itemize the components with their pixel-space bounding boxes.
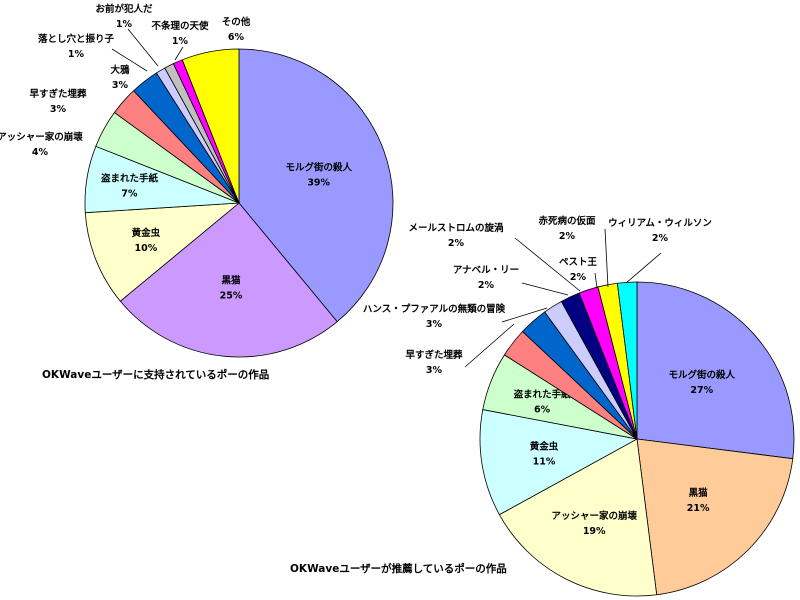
slice-percent-label: 19%	[583, 526, 606, 537]
slice-percent-label: 21%	[687, 503, 710, 514]
pie-slice	[238, 48, 394, 323]
slice-label: モルグ街の殺人	[669, 369, 736, 381]
slice-percent-label: 7%	[121, 189, 138, 200]
slice-label: メールストロムの旋渦	[408, 222, 504, 234]
recommended-works-title: OKWaveユーザーが推薦しているポーの作品	[290, 562, 507, 575]
slice-label: アナベル・リー	[453, 265, 519, 276]
pie-slice	[636, 438, 794, 596]
pie-slice	[498, 438, 658, 597]
slice-percent-label: 3%	[426, 365, 443, 376]
slice-label: 黄金虫	[132, 227, 161, 239]
slice-percent-label: 6%	[228, 32, 245, 43]
leader-line	[464, 323, 515, 368]
pie-slice	[119, 202, 338, 358]
slice-percent-label: 6%	[534, 404, 551, 415]
slice-percent-label: 3%	[426, 319, 443, 330]
pie-slice	[181, 48, 240, 204]
leader-line	[514, 237, 581, 292]
leader-line	[127, 28, 159, 67]
slice-label: 赤死病の仮面	[538, 215, 596, 227]
slice-percent-label: 2%	[570, 272, 587, 283]
slice-label: 黒猫	[221, 274, 241, 286]
slice-label: 黄金虫	[530, 441, 559, 453]
slice-percent-label: 1%	[172, 36, 189, 47]
slice-label: モルグ街の殺人	[285, 161, 352, 173]
slice-label: ペスト王	[559, 257, 598, 268]
leader-line	[625, 252, 662, 284]
slice-label: 早すぎた埋葬	[405, 349, 463, 361]
slice-percent-label: 10%	[135, 243, 158, 254]
pie-slice	[84, 202, 241, 302]
slice-label: お前が犯人だ	[95, 3, 153, 15]
slice-percent-label: 1%	[116, 19, 133, 30]
slice-percent-label: 25%	[220, 290, 243, 301]
pie-slice	[479, 409, 639, 516]
leader-line	[604, 228, 609, 288]
slice-percent-label: 4%	[32, 147, 49, 158]
slice-label: アッシャー家の崩壊	[0, 131, 83, 143]
leader-line	[594, 272, 598, 289]
supported-works-title: OKWaveユーザーに支持されているポーの作品	[42, 368, 269, 381]
slice-percent-label: 3%	[50, 104, 67, 115]
slice-percent-label: 2%	[478, 280, 495, 291]
slice-label: 盗まれた手紙	[514, 388, 572, 400]
slice-label: 早すぎた埋葬	[29, 88, 87, 100]
pie-slice	[636, 281, 795, 460]
leader-line	[501, 307, 548, 323]
slice-label: その他	[222, 16, 251, 28]
supported-works-pie: モルグ街の殺人 39% 黒猫 25% 黄金虫 10% 盗まれた手紙 7% アッシャー家の崩壊 4%…	[0, 3, 394, 358]
leader-line	[111, 48, 148, 72]
recommended-works-pie: モルグ街の殺人 27% 黒猫 21% アッシャー家の崩壊 19% 黄金虫 11% 盗まれた手紙 6…	[363, 215, 795, 597]
slice-percent-label: 2%	[448, 238, 465, 249]
slice-label: 落とし穴と振り子	[38, 33, 115, 45]
slice-percent-label: 11%	[533, 457, 556, 468]
slice-label: 不条理の天使	[151, 20, 209, 32]
slice-percent-label: 39%	[307, 177, 330, 188]
slice-label: アッシャー家の崩壊	[551, 510, 637, 522]
slice-label: ハンス・プファアルの無類の冒険	[363, 303, 506, 315]
slice-percent-label: 2%	[559, 231, 576, 242]
leader-line	[174, 46, 184, 61]
leader-line	[521, 282, 569, 296]
slice-percent-label: 2%	[652, 233, 669, 244]
slice-label: 盗まれた手紙	[101, 173, 159, 185]
slice-label: ウィリアム・ウィルソン	[608, 218, 712, 229]
slice-percent-label: 1%	[68, 49, 85, 60]
slice-label: 黒猫	[689, 487, 709, 499]
slice-percent-label: 27%	[690, 385, 713, 396]
slice-percent-label: 3%	[112, 80, 129, 91]
slice-label: 大鴉	[110, 64, 130, 76]
